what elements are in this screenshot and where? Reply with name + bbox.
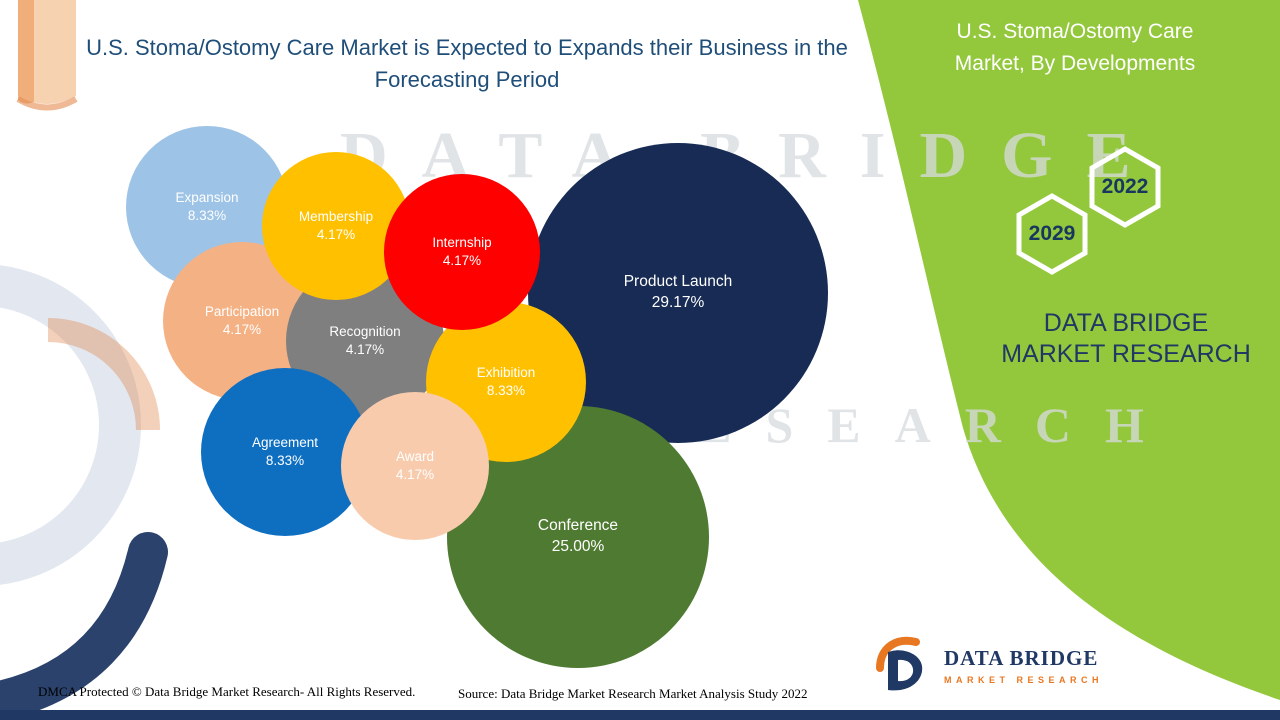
bubble-value: 8.33%: [187, 208, 227, 223]
bubble-label: Award: [395, 448, 435, 464]
bubble-value: 4.17%: [222, 322, 262, 337]
bubble-value: 25.00%: [551, 538, 605, 555]
bubble-internship: Internship 4.17%: [384, 174, 540, 330]
year-label-2029: 2029: [1028, 222, 1076, 245]
bubble-membership: Membership 4.17%: [262, 152, 410, 300]
logo-tagline: MARKET RESEARCH: [944, 674, 1104, 685]
deco-orange-arc: [47, 318, 160, 431]
bubble-label: Agreement: [251, 434, 319, 450]
green-swoosh-path: [858, 0, 1280, 700]
bubble-value: 4.17%: [395, 467, 435, 482]
year-label-2022: 2022: [1101, 175, 1149, 198]
dbmr-logo: DATA BRIDGE MARKET RESEARCH: [872, 632, 1103, 698]
source-note: Source: Data Bridge Market Research Mark…: [458, 686, 808, 701]
year-hexagon-2022: 2022: [1088, 146, 1162, 228]
bubble-value: 4.17%: [316, 227, 356, 242]
bubble-value: 4.17%: [345, 342, 385, 357]
bubble-label: Recognition: [329, 323, 401, 339]
logo-text: DATA BRIDGE MARKET RESEARCH: [944, 646, 1103, 685]
bubble-label: Product Launch: [623, 273, 733, 291]
bubble-label: Conference: [537, 517, 619, 535]
brand-wordmark: DATA BRIDGE MARKET RESEARCH: [1001, 309, 1251, 369]
bubble-label: Membership: [298, 208, 374, 224]
dbmr-logo-mark-icon: [876, 636, 923, 691]
bubble-value: 4.17%: [442, 253, 482, 268]
side-panel-title: U.S. Stoma/Ostomy Care Market, By Develo…: [954, 20, 1196, 75]
deco-orange-underline: [16, 96, 78, 111]
bubble-label: Exhibition: [476, 364, 536, 380]
bubble-label: Expansion: [175, 189, 239, 205]
chart-title: U.S. Stoma/Ostomy Care Market is Expecte…: [86, 35, 848, 92]
bubble-agreement: Agreement 8.33%: [201, 368, 369, 536]
bubble-award: Award 4.17%: [341, 392, 489, 540]
year-hexagon-2029: 2029: [1015, 193, 1089, 275]
bubble-value: 29.17%: [651, 294, 705, 311]
dmca-notice: DMCA Protected © Data Bridge Market Rese…: [38, 684, 416, 699]
hexagon-outline-icon: [1089, 146, 1161, 228]
deco-gray-arc: [0, 265, 142, 585]
deco-navy-swoosh: [0, 532, 168, 720]
faded-logo-decoration: [0, 0, 168, 720]
bubble-label: Internship: [432, 234, 492, 250]
bubble-value: 8.33%: [265, 453, 305, 468]
bubble-label: Participation: [204, 303, 280, 319]
bottom-bar: [0, 710, 1280, 720]
bubble-value: 8.33%: [486, 383, 526, 398]
logo-name: DATA BRIDGE: [944, 645, 1099, 670]
deco-orange-strip: [18, 0, 34, 104]
hexagon-outline-icon: [1016, 193, 1088, 275]
